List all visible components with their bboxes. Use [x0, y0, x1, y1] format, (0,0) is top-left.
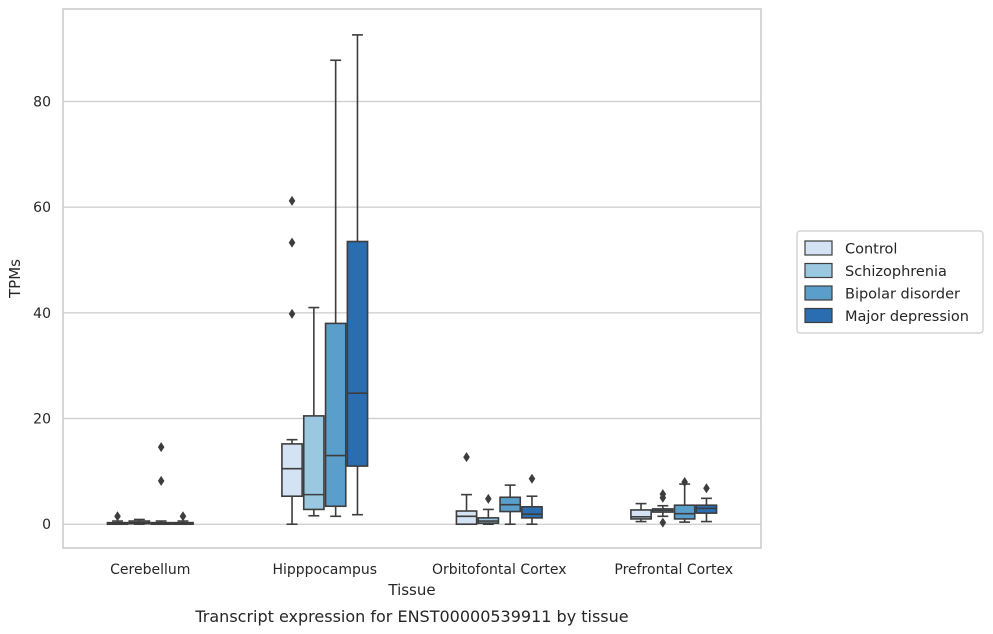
x-tick-label: Orbitofontal Cortex — [432, 562, 567, 578]
box-0-3 — [172, 511, 194, 526]
plot-frame — [62, 8, 762, 549]
outlier-point — [703, 483, 710, 494]
y-tick-label: 80 — [33, 94, 51, 110]
box-3-0 — [630, 502, 652, 523]
legend-label: Major depression — [845, 309, 969, 325]
box-body — [346, 240, 369, 467]
x-tick-label: Hipppocampus — [272, 562, 377, 578]
box-1-1 — [302, 306, 325, 517]
outlier-point — [288, 308, 296, 319]
outlier-point — [114, 511, 121, 522]
y-tick-labels: 0 20 40 60 80 — [33, 94, 51, 533]
legend-swatch — [804, 240, 833, 256]
y-tick-label: 60 — [33, 200, 51, 216]
outlier-point — [681, 476, 688, 487]
x-tick-label: Cerebellum — [110, 562, 190, 578]
y-tick-label: 0 — [42, 517, 51, 533]
y-tick-label: 40 — [33, 306, 51, 322]
box-2-2 — [499, 484, 522, 526]
box-body — [302, 415, 325, 511]
outlier-point — [485, 493, 492, 504]
box-3-1 — [651, 489, 674, 528]
outlier-point — [157, 442, 165, 453]
outlier-point — [659, 489, 667, 500]
legend-frame — [796, 230, 984, 334]
box-3-3 — [695, 483, 718, 523]
box-2-0 — [455, 452, 478, 526]
chart-title: Transcript expression for ENST0000053991… — [194, 607, 628, 626]
x-tick-label: Prefrontal Cortex — [614, 562, 733, 578]
box-1-3 — [346, 34, 369, 516]
boxes — [106, 34, 718, 528]
box-0-0 — [106, 511, 129, 526]
outlier-point — [288, 195, 296, 206]
legend-swatch — [804, 262, 833, 279]
box-body — [521, 505, 543, 519]
box-body — [673, 504, 696, 520]
outlier-point — [528, 473, 536, 484]
x-tick-labels: Cerebellum Hipppocampus Orbitofontal Corte… — [110, 562, 733, 578]
box-2-1 — [477, 493, 500, 526]
legend-label: Control — [845, 242, 897, 258]
box-0-1 — [128, 518, 151, 526]
box-3-2 — [673, 476, 696, 523]
box-1-0 — [281, 195, 303, 526]
box-body — [630, 509, 652, 520]
grid-lines — [63, 100, 761, 525]
outlier-point — [157, 475, 165, 486]
legend-swatch — [804, 285, 833, 301]
box-2-3 — [521, 473, 543, 526]
box-0-2 — [150, 442, 173, 526]
y-tick-label: 20 — [33, 412, 51, 428]
box-body — [324, 322, 347, 508]
outlier-point — [659, 517, 667, 528]
legend: Control Schizophrenia Bipolar disorder Majo… — [796, 230, 984, 334]
legend-swatch — [804, 307, 833, 324]
legend-label: Schizophrenia — [845, 264, 947, 280]
outlier-point — [288, 237, 296, 248]
outlier-point — [179, 511, 187, 522]
y-axis-label: TPMs — [6, 259, 24, 299]
box-body — [455, 510, 478, 526]
box-1-2 — [324, 59, 347, 518]
x-axis-label: Tissue — [387, 581, 435, 599]
box-body — [281, 443, 303, 498]
legend-label: Bipolar disorder — [845, 287, 960, 303]
outlier-point — [463, 452, 470, 463]
